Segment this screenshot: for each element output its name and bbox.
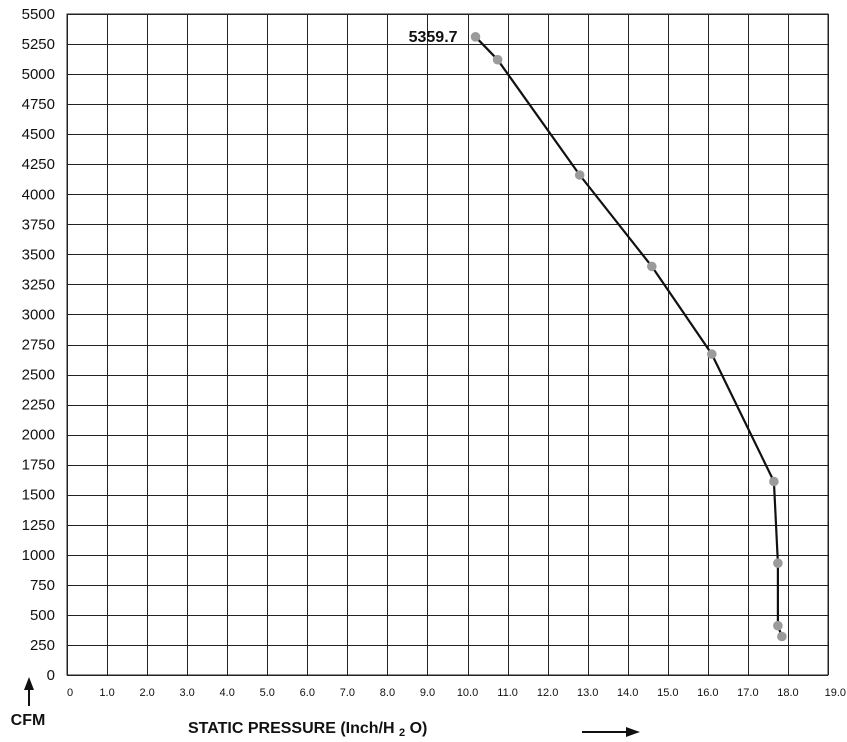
x-axis-title-group: STATIC PRESSURE (Inch/H 2 O) [188, 720, 640, 740]
x-axis-arrow-head [626, 727, 640, 737]
y-tick-label: 5250 [22, 36, 55, 53]
annotation-layer: 5359.7 [409, 29, 458, 46]
x-tick-label: 14.0 [617, 687, 638, 699]
x-tick-label: 10.0 [457, 687, 478, 699]
y-tick-labels: 0 250 500 750 1000 1250 1500 1750 2000 2250 2500 27… [22, 6, 55, 684]
x-tick-label: 15.0 [657, 687, 678, 699]
x-axis-title-tail: O) [410, 720, 428, 737]
y-tick-label: 1250 [22, 517, 55, 534]
y-tick-label: 1500 [22, 487, 55, 504]
x-tick-label: 3.0 [180, 687, 195, 699]
x-tick-label: 9.0 [420, 687, 435, 699]
data-point [773, 620, 783, 631]
x-tick-label: 7.0 [340, 687, 355, 699]
max-cfm-annotation: 5359.7 [409, 29, 458, 46]
y-tick-label: 2250 [22, 397, 55, 414]
y-tick-label: 0 [47, 667, 55, 684]
x-axis-title-subscript: 2 [399, 727, 405, 739]
data-point [773, 558, 783, 568]
data-point [647, 261, 657, 272]
y-tick-label: 5500 [22, 6, 55, 23]
y-tick-label: 3750 [22, 216, 55, 233]
grid-layer [67, 14, 829, 676]
y-tick-label: 5000 [22, 66, 55, 83]
y-axis-arrow-head [24, 677, 34, 690]
x-tick-label: 6.0 [300, 687, 315, 699]
y-tick-label: 2750 [22, 337, 55, 354]
data-point [492, 54, 503, 65]
y-tick-label: 1750 [22, 457, 55, 474]
y-axis-title-group: CFM [11, 677, 46, 729]
y-tick-label: 500 [30, 607, 55, 624]
y-tick-label: 4750 [22, 96, 55, 113]
x-tick-label: 2.0 [139, 687, 154, 699]
x-axis-title: STATIC PRESSURE (Inch/H 2 O) [188, 720, 427, 740]
y-tick-label: 3000 [22, 306, 55, 323]
x-tick-label: 19.0 [825, 687, 846, 699]
x-tick-label: 18.0 [777, 687, 798, 699]
plot-frame [66, 13, 829, 676]
data-point [777, 631, 787, 642]
y-tick-label: 750 [30, 577, 55, 594]
y-tick-label: 2000 [22, 427, 55, 444]
y-axis-title: CFM [11, 712, 46, 729]
y-tick-label: 250 [30, 637, 55, 654]
x-tick-label: 12.0 [537, 687, 558, 699]
y-tick-label: 4250 [22, 156, 55, 173]
x-tick-label: 8.0 [380, 687, 395, 699]
data-point [769, 476, 779, 487]
y-tick-label: 4000 [22, 186, 55, 203]
x-tick-label: 0 [67, 687, 73, 699]
data-point [707, 349, 717, 359]
y-tick-label: 3500 [22, 246, 55, 263]
y-tick-label: 1000 [22, 547, 55, 564]
x-tick-label: 16.0 [697, 687, 718, 699]
x-tick-label: 17.0 [737, 687, 758, 699]
x-tick-label: 5.0 [260, 687, 275, 699]
data-point [470, 32, 481, 42]
x-tick-label: 1.0 [99, 687, 114, 699]
x-tick-label: 11.0 [497, 687, 518, 699]
x-tick-labels: 0 1.0 2.0 3.0 4.0 5.0 6.0 7.0 8.0 9.0 10.0 11.0 12.0… [67, 687, 846, 699]
x-axis-title-main: STATIC PRESSURE (Inch/H [188, 720, 395, 737]
y-tick-label: 4500 [22, 126, 55, 143]
x-tick-label: 13.0 [577, 687, 598, 699]
series-layer [470, 32, 787, 642]
y-tick-label: 2500 [22, 367, 55, 384]
x-tick-label: 4.0 [220, 687, 235, 699]
data-point [574, 170, 585, 180]
y-tick-label: 3250 [22, 276, 55, 293]
